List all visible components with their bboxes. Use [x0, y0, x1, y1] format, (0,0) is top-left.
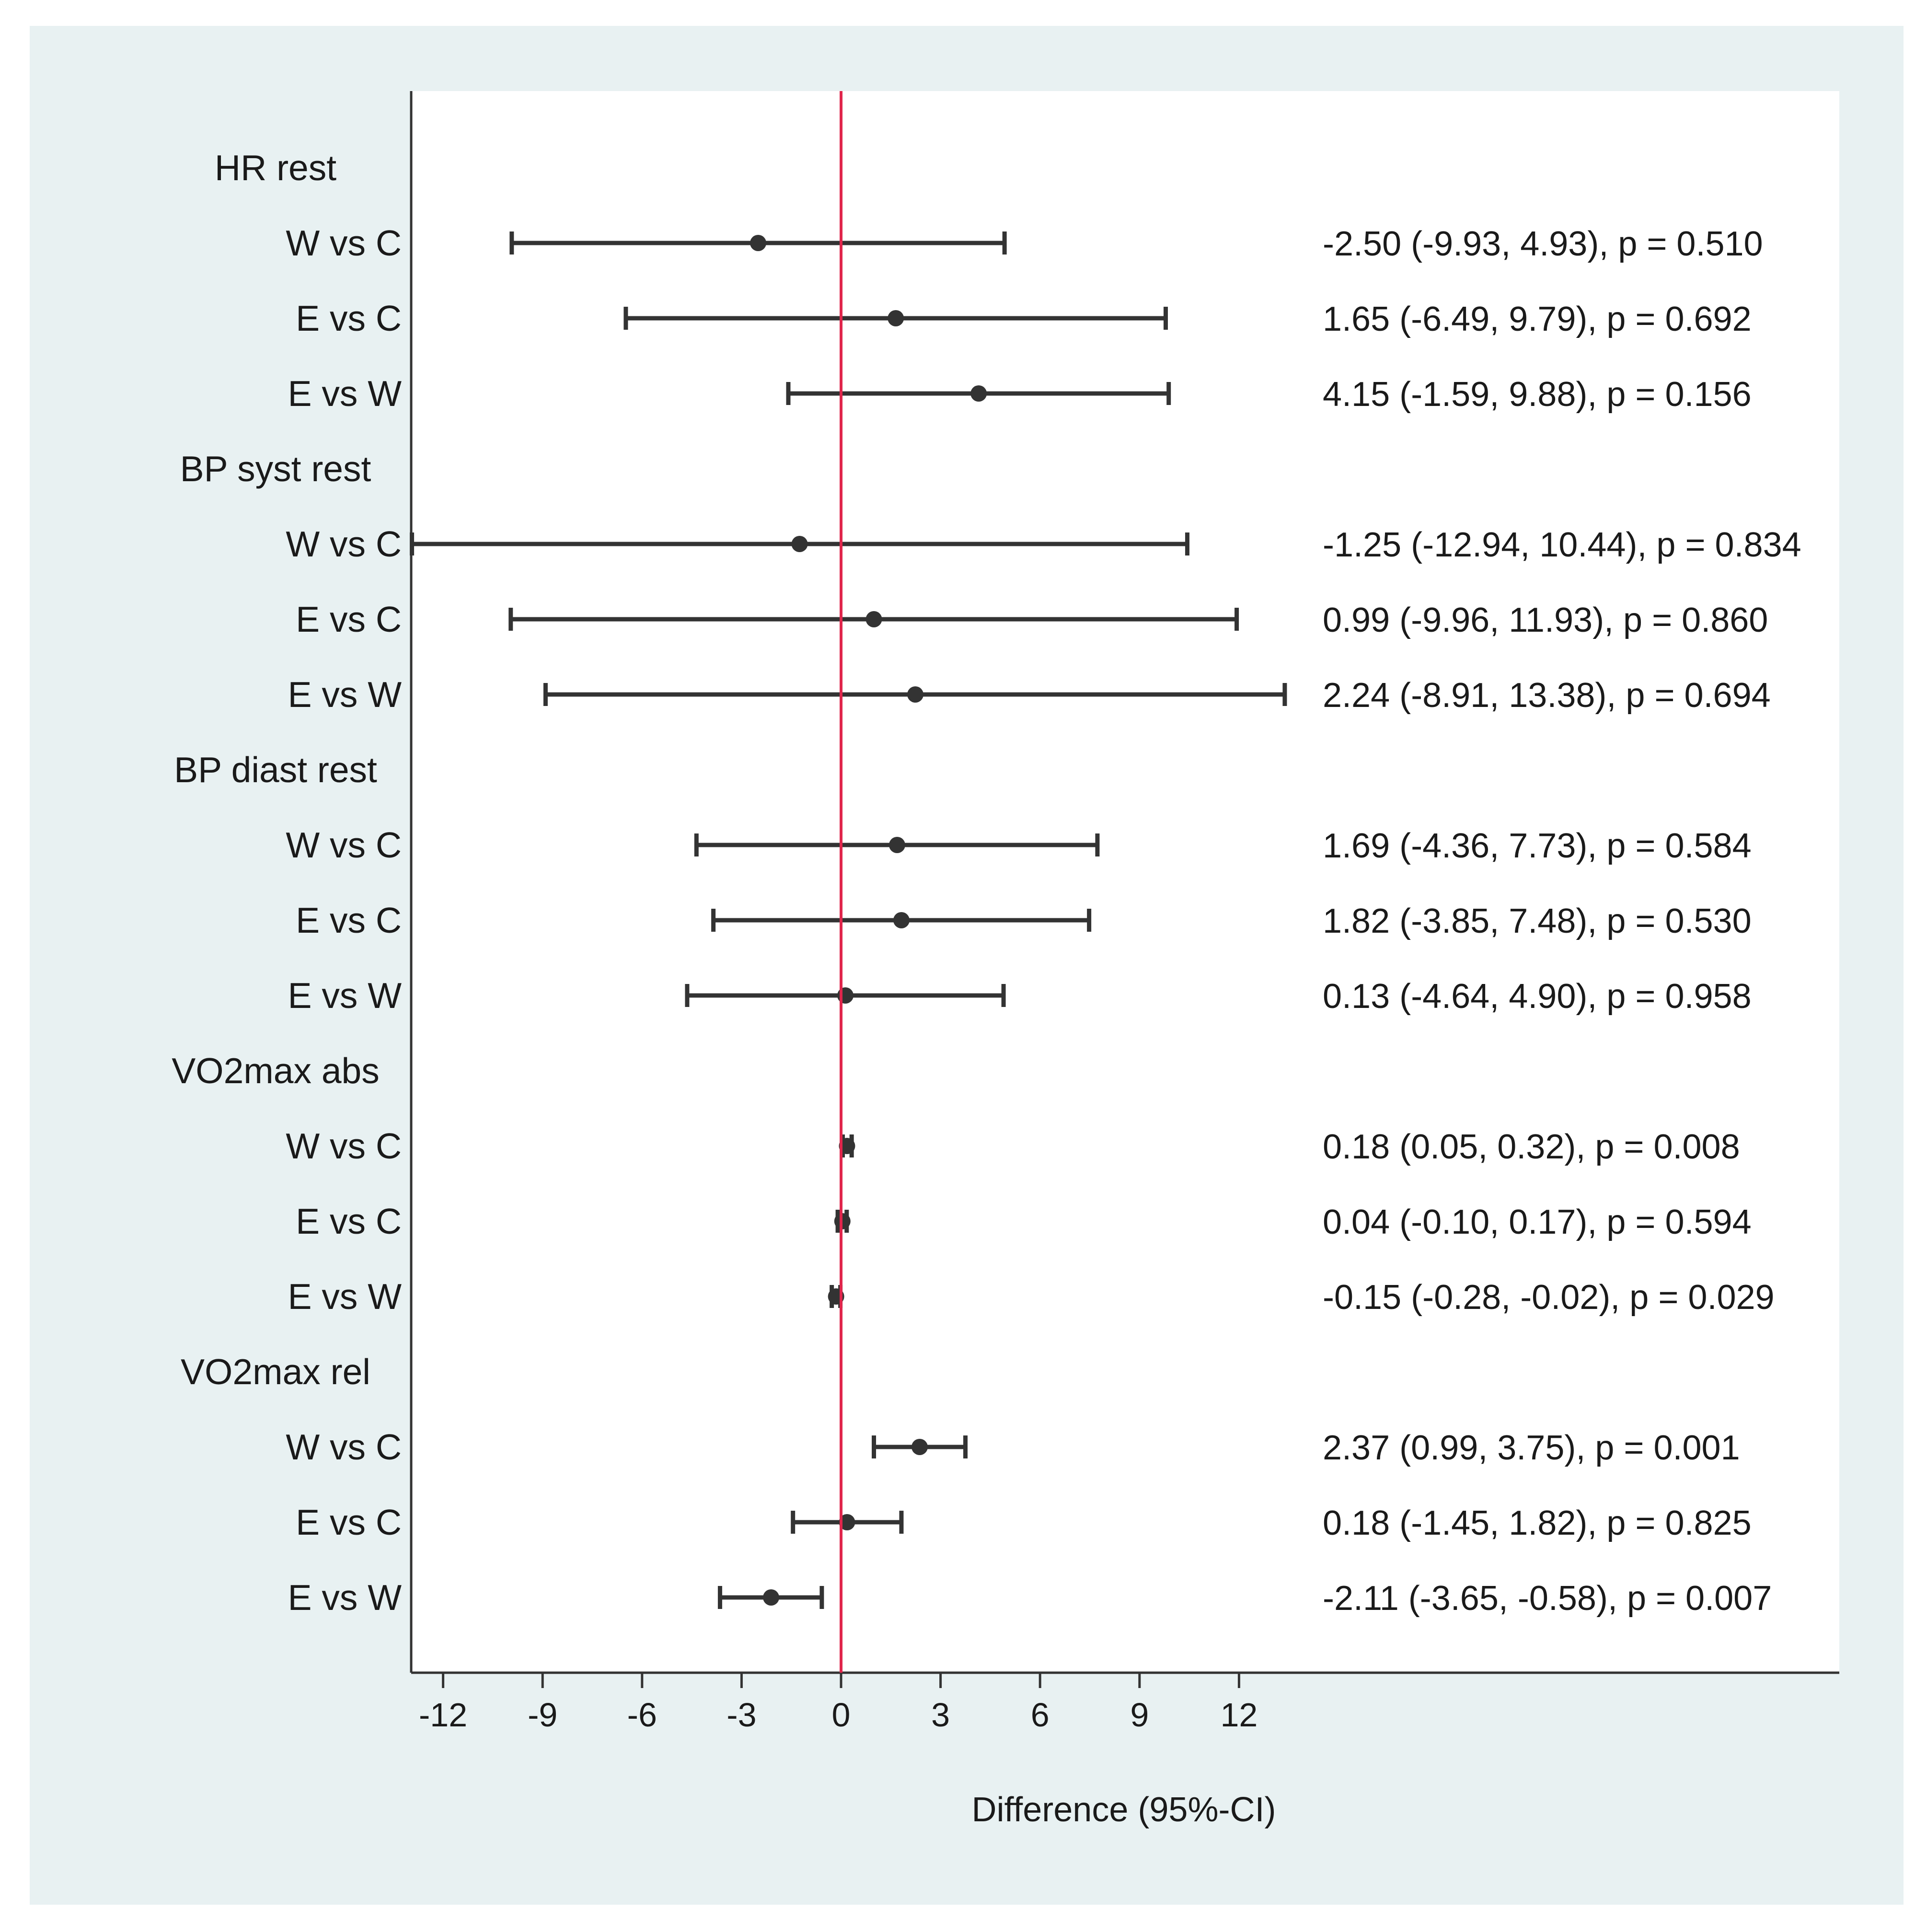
estimate-point — [907, 686, 924, 703]
group-label: BP diast rest — [174, 750, 377, 790]
estimate-point — [839, 1138, 855, 1154]
result-label: 1.65 (-6.49, 9.79), p = 0.692 — [1323, 300, 1752, 338]
result-label: 1.69 (-4.36, 7.73), p = 0.584 — [1323, 827, 1752, 865]
estimate-point — [750, 235, 766, 251]
x-tick-label: -3 — [727, 1696, 756, 1734]
row-label: E vs C — [296, 900, 402, 940]
x-tick-label: 6 — [1031, 1696, 1050, 1734]
row-label: W vs C — [286, 223, 402, 263]
row-label: E vs W — [288, 1577, 402, 1618]
result-label: -2.11 (-3.65, -0.58), p = 0.007 — [1323, 1579, 1772, 1618]
row-label: E vs C — [296, 1201, 402, 1241]
result-label: -1.25 (-12.94, 10.44), p = 0.834 — [1323, 526, 1801, 564]
x-tick-label: -9 — [528, 1696, 557, 1734]
estimate-point — [893, 912, 910, 928]
x-tick-label: 9 — [1130, 1696, 1149, 1734]
group-label: BP syst rest — [180, 449, 371, 489]
result-label: 2.24 (-8.91, 13.38), p = 0.694 — [1323, 676, 1771, 715]
row-label: W vs C — [286, 1126, 402, 1166]
x-tick-label: -12 — [419, 1696, 467, 1734]
row-label: E vs W — [288, 975, 402, 1016]
estimate-point — [791, 536, 808, 552]
result-label: 0.99 (-9.96, 11.93), p = 0.860 — [1323, 601, 1768, 639]
estimate-point — [888, 310, 904, 326]
estimate-point — [888, 837, 905, 853]
result-label: 1.82 (-3.85, 7.48), p = 0.530 — [1323, 902, 1752, 940]
row-label: E vs W — [288, 373, 402, 414]
result-label: 2.37 (0.99, 3.75), p = 0.001 — [1323, 1429, 1740, 1467]
estimate-point — [865, 611, 882, 627]
result-label: 0.18 (0.05, 0.32), p = 0.008 — [1323, 1128, 1740, 1166]
axes-layer — [410, 91, 1839, 1688]
result-label: 0.04 (-0.10, 0.17), p = 0.594 — [1323, 1203, 1752, 1241]
row-label: E vs C — [296, 298, 402, 338]
x-axis-title: Difference (95%-CI) — [972, 1791, 1276, 1829]
row-label: E vs C — [296, 599, 402, 639]
labels-layer: -12 -9 -6 -3 0 3 6 9 12 Difference (95%-CI) HR res… — [172, 148, 1801, 1829]
plot-area — [411, 91, 1839, 1673]
x-tick-label: 12 — [1220, 1696, 1258, 1734]
estimate-point — [970, 385, 987, 402]
x-tick-label: 3 — [931, 1696, 950, 1734]
row-label: W vs C — [286, 825, 402, 865]
marks-layer — [410, 91, 1287, 1673]
result-label: 0.18 (-1.45, 1.82), p = 0.825 — [1323, 1504, 1752, 1542]
group-label: VO2max abs — [172, 1051, 380, 1091]
row-label: E vs W — [288, 1276, 402, 1317]
group-label: HR rest — [215, 148, 336, 188]
estimate-point — [912, 1439, 928, 1455]
result-label: -2.50 (-9.93, 4.93), p = 0.510 — [1323, 225, 1763, 263]
group-label: VO2max rel — [181, 1352, 370, 1392]
x-tick-label: 0 — [832, 1696, 851, 1734]
estimate-point — [762, 1589, 779, 1606]
result-label: 0.13 (-4.64, 4.90), p = 0.958 — [1323, 977, 1752, 1016]
estimate-point — [839, 1514, 855, 1530]
result-label: 4.15 (-1.59, 9.88), p = 0.156 — [1323, 375, 1752, 414]
result-label: -0.15 (-0.28, -0.02), p = 0.029 — [1323, 1278, 1775, 1317]
row-label: W vs C — [286, 1427, 402, 1467]
x-tick-label: -6 — [627, 1696, 657, 1734]
row-label: E vs W — [288, 674, 402, 715]
row-label: E vs C — [296, 1502, 402, 1542]
row-label: W vs C — [286, 524, 402, 564]
